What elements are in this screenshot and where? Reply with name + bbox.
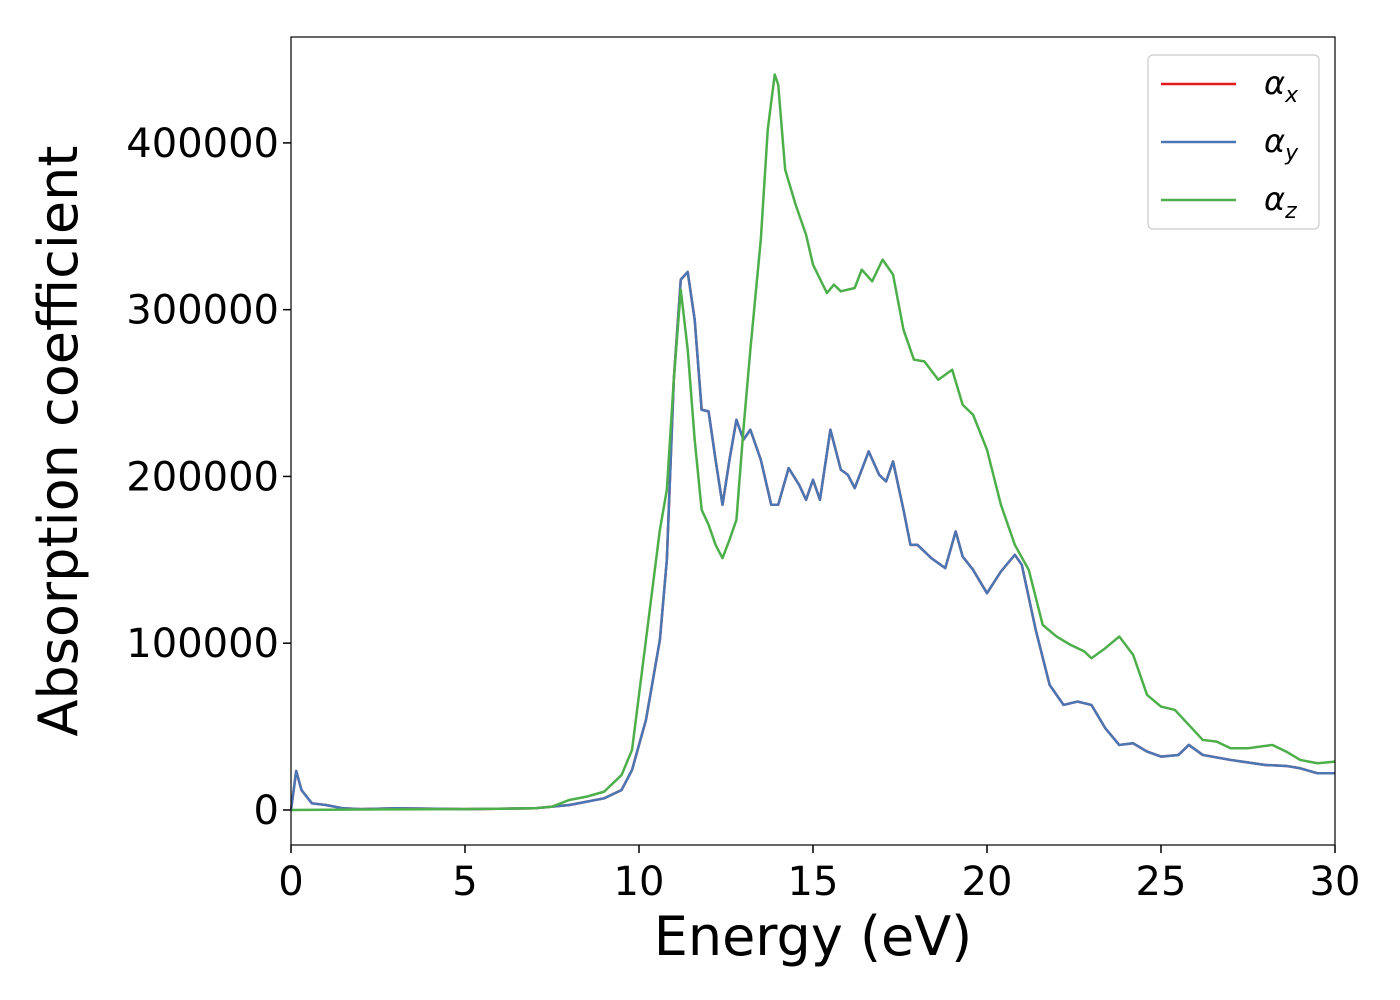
series-line (290, 73, 1336, 812)
x-tick-label: 30 (1310, 859, 1361, 905)
legend: αx αy αz (1147, 54, 1320, 230)
x-tick-label: 5 (452, 859, 477, 905)
series-line (289, 270, 1335, 811)
x-tick-label: 25 (1136, 859, 1187, 905)
legend-label: αz (1264, 180, 1297, 224)
y-tick-label: 200000 (126, 454, 279, 500)
x-axis-label: Energy (eV) (654, 905, 973, 968)
legend-label: αy (1264, 122, 1299, 166)
x-tick-label: 15 (788, 859, 839, 905)
y-tick-label: 0 (254, 788, 279, 834)
x-tick-label: 0 (278, 859, 303, 905)
plot-frame (290, 36, 1336, 846)
legend-label: αx (1264, 64, 1299, 108)
y-tick-label: 300000 (126, 288, 279, 334)
x-tick-label: 20 (962, 859, 1013, 905)
y-tick-label: 100000 (126, 621, 279, 667)
series-line (289, 270, 1335, 811)
x-tick-label: 10 (614, 859, 665, 905)
y-tick-label: 400000 (126, 121, 279, 167)
y-axis-label: Absorption coefficient (27, 146, 90, 737)
